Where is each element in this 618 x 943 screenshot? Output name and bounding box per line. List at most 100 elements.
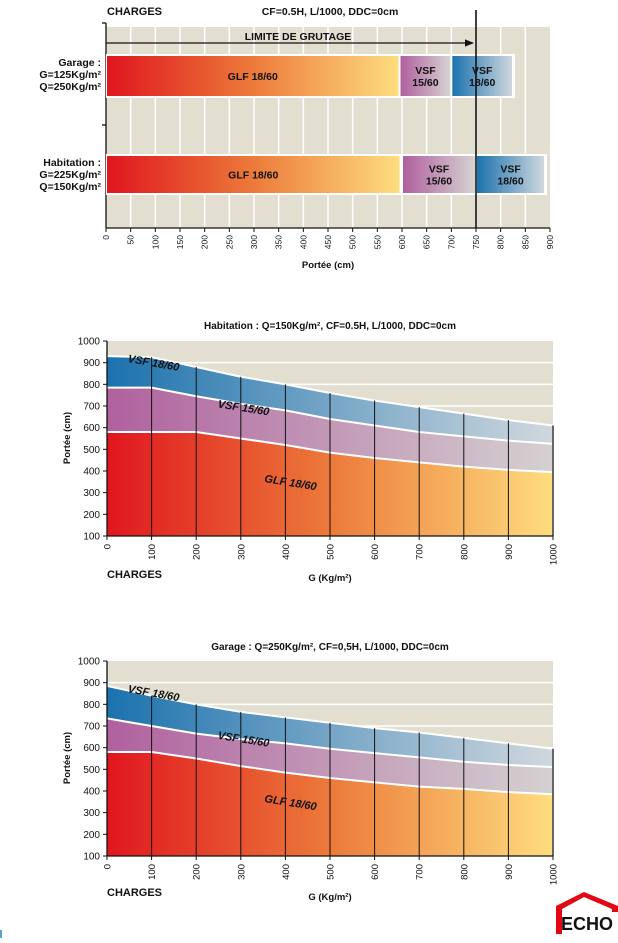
garage-chart-title: Garage : Q=250Kg/m², CF=0,5H, L/1000, DD…: [211, 642, 449, 653]
bar-segment-vsf-18-60: [477, 156, 545, 193]
garage-chart-charges: CHARGES: [107, 887, 162, 899]
area-chart-y-tick-label: 500: [83, 765, 100, 776]
bar-chart-x-tick-label: 50: [126, 235, 136, 245]
limit-label: LIMITE DE GRUTAGE: [245, 31, 352, 43]
area-chart-y-tick-label: 700: [83, 722, 100, 733]
area-chart-y-tick-label: 800: [83, 380, 100, 391]
area-chart-y-tick-label: 600: [83, 423, 100, 434]
bar-segment-label: VSF: [500, 164, 521, 176]
bar-segment-label: VSF: [472, 65, 493, 77]
bar-segment-label: 15/60: [412, 77, 438, 89]
area-chart-x-tick-label: 900: [504, 544, 515, 560]
area-chart-y-tick-label: 400: [83, 787, 100, 798]
bar-chart-x-tick-label: 650: [422, 235, 432, 249]
bar-chart-x-tick-label: 0: [101, 235, 111, 240]
area-chart-y-tick-label: 200: [83, 510, 100, 521]
area-chart-x-tick-label: 500: [326, 864, 337, 880]
echo-logo-house-icon: ECHO: [556, 892, 618, 934]
area-chart-x-tick-label: 1000: [549, 544, 560, 565]
bar-segment-vsf-15-60: [403, 156, 475, 193]
bar-segment-label: VSF: [415, 65, 436, 77]
area-chart-x-tick-label: 400: [281, 864, 292, 880]
area-chart-x-tick-label: 600: [370, 864, 381, 880]
bar-segment-label: 18/60: [497, 176, 523, 188]
area-chart-x-tick-label: 800: [459, 864, 470, 880]
area-chart-x-tick-label: 300: [236, 544, 247, 560]
area-chart-x-tick-label: 100: [147, 864, 158, 880]
area-chart-y-tick-label: 1000: [78, 657, 101, 668]
area-chart-y-tick-label: 600: [83, 743, 100, 754]
area-chart-y-tick-label: 900: [83, 358, 100, 369]
habitation-area-chart: Habitation : Q=150Kg/m², CF=0.5H, L/1000…: [62, 321, 560, 584]
page-edge-mark: [0, 930, 2, 938]
bar-chart-xlabel: Portée (cm): [302, 260, 354, 271]
habitation-chart-xlabel: G (Kg/m²): [308, 573, 351, 584]
bar-category-label: Garage :: [58, 57, 101, 69]
area-chart-y-tick-label: 100: [83, 852, 100, 863]
bar-segment-glf-18-60: [107, 156, 400, 193]
area-chart-x-tick-label: 900: [504, 864, 515, 880]
bar-segment-label: 18/60: [469, 77, 495, 89]
habitation-chart-title: Habitation : Q=150Kg/m², CF=0.5H, L/1000…: [204, 321, 456, 332]
bar-category-label: Q=150Kg/m²: [39, 181, 101, 193]
bar-segment-label: 15/60: [426, 176, 452, 188]
area-chart-y-tick-label: 500: [83, 445, 100, 456]
bar-category-label: G=125Kg/m²: [39, 69, 101, 81]
bar-chart-x-tick-label: 450: [323, 235, 333, 249]
area-chart-y-tick-label: 300: [83, 488, 100, 499]
area-chart-x-tick-label: 400: [281, 544, 292, 560]
area-chart-x-tick-label: 700: [415, 864, 426, 880]
echo-logo: ECHO: [554, 890, 618, 934]
bar-segment-label: GLF 18/60: [228, 71, 278, 83]
bar-category-label: Q=250Kg/m²: [39, 81, 101, 93]
area-chart-x-tick-label: 500: [326, 544, 337, 560]
bar-chart-header-charges: CHARGES: [107, 6, 162, 18]
area-chart-x-tick-label: 100: [147, 544, 158, 560]
area-chart-y-tick-label: 700: [83, 402, 100, 413]
bar-chart-x-tick-label: 100: [150, 235, 160, 249]
bar-segment-vsf-18-60: [452, 56, 512, 96]
area-chart-x-tick-label: 700: [415, 544, 426, 560]
bar-segment-label: GLF 18/60: [228, 170, 278, 182]
area-chart-x-tick-label: 600: [370, 544, 381, 560]
habitation-chart-charges: CHARGES: [107, 569, 162, 581]
area-chart-y-tick-label: 400: [83, 467, 100, 478]
bar-chart-x-tick-label: 200: [200, 235, 210, 249]
bar-chart-title: CF=0.5H, L/1000, DDC=0cm: [262, 6, 399, 18]
area-chart-x-tick-label: 800: [459, 544, 470, 560]
area-chart-y-tick-label: 300: [83, 808, 100, 819]
bar-chart-x-tick-label: 800: [496, 235, 506, 249]
habitation-chart-ylabel: Portée (cm): [62, 412, 73, 464]
garage-chart-xlabel: G (Kg/m²): [308, 892, 351, 903]
area-chart-y-tick-label: 900: [83, 678, 100, 689]
bar-chart-x-tick-label: 900: [545, 235, 555, 249]
bar-segment-label: VSF: [429, 164, 450, 176]
area-chart-x-tick-label: 1000: [549, 864, 560, 885]
area-chart-x-tick-label: 0: [103, 544, 114, 549]
bar-chart-x-tick-label: 600: [397, 235, 407, 249]
bar-chart-x-tick-label: 150: [175, 235, 185, 249]
area-chart-x-tick-label: 200: [192, 864, 203, 880]
bar-segment-glf-18-60: [107, 56, 399, 96]
bar-chart-x-tick-label: 300: [249, 235, 259, 249]
area-chart-y-tick-label: 1000: [78, 337, 101, 348]
bar-chart-x-tick-label: 550: [372, 235, 382, 249]
bar-category-label: Habitation :: [43, 157, 101, 169]
area-chart-y-tick-label: 800: [83, 700, 100, 711]
area-chart-y-tick-label: 100: [83, 532, 100, 543]
bar-category-label: G=225Kg/m²: [39, 169, 101, 181]
bar-segment-vsf-15-60: [400, 56, 451, 96]
area-chart-x-tick-label: 200: [192, 544, 203, 560]
span-bar-chart: CHARGES CF=0.5H, L/1000, DDC=0cm 0 50 100 1…: [39, 6, 555, 271]
bar-chart-x-tick-label: 250: [224, 235, 234, 249]
garage-chart-ylabel: Portée (cm): [62, 732, 73, 784]
garage-area-chart: Garage : Q=250Kg/m², CF=0,5H, L/1000, DD…: [62, 642, 560, 903]
bar-chart-x-tick-label: 700: [446, 235, 456, 249]
area-chart-x-tick-label: 0: [103, 864, 114, 869]
bar-chart-x-tick-label: 350: [274, 235, 284, 249]
bar-chart-x-tick-label: 850: [520, 235, 530, 249]
bar-chart-x-tick-label: 400: [298, 235, 308, 249]
area-chart-x-tick-label: 300: [236, 864, 247, 880]
bar-chart-x-tick-label: 500: [348, 235, 358, 249]
